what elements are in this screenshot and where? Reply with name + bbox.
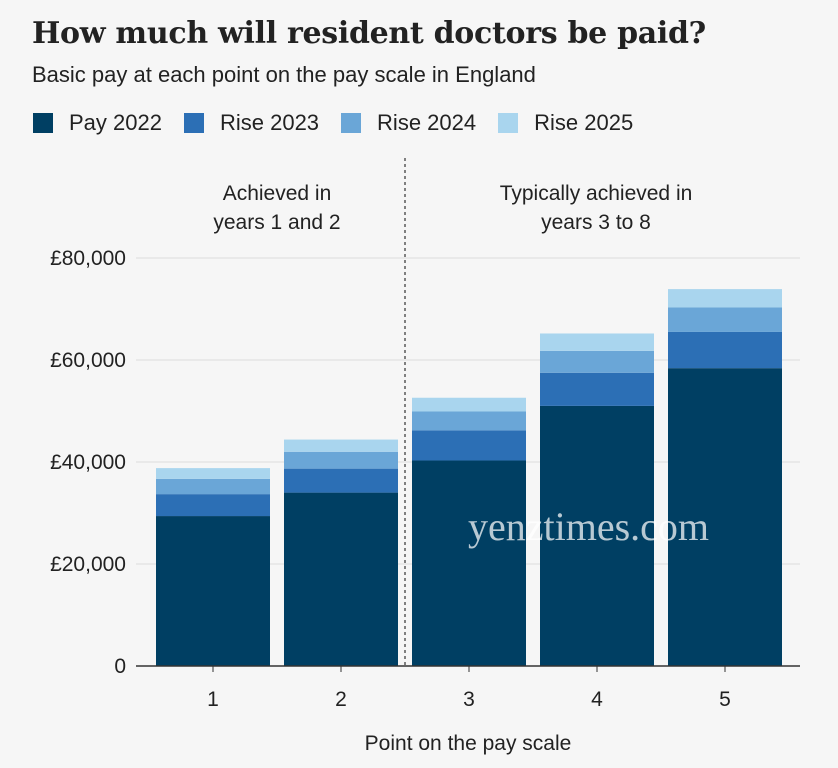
bar-pay-2022-point-2 xyxy=(284,492,398,666)
bar-rise-2024-point-2 xyxy=(284,451,398,469)
legend-swatch-rise-2024 xyxy=(341,113,362,133)
x-tick-label: 2 xyxy=(335,688,347,711)
legend-label-rise-2024: Rise 2024 xyxy=(377,110,477,135)
chart-subtitle: Basic pay at each point on the pay scale… xyxy=(32,62,536,87)
x-tick-label: 5 xyxy=(719,688,731,711)
bar-rise-2025-point-2 xyxy=(284,439,398,452)
y-tick-label: 0 xyxy=(114,655,126,678)
bar-rise-2023-point-3 xyxy=(412,430,526,461)
bar-rise-2024-point-3 xyxy=(412,411,526,431)
legend-item-rise-2023: Rise 2023 xyxy=(183,110,320,136)
bar-rise-2025-point-3 xyxy=(412,397,526,412)
y-tick-label: £20,000 xyxy=(50,553,126,576)
y-tick-label: £40,000 xyxy=(50,451,126,474)
bar-pay-2022-point-1 xyxy=(156,516,270,666)
annotation-2-line-1: Typically achieved in xyxy=(500,182,693,205)
annotation-1-line-2: years 1 and 2 xyxy=(213,211,340,234)
chart-title: How much will resident doctors be paid? xyxy=(32,16,706,51)
y-tick-label: £80,000 xyxy=(50,247,126,270)
bar-rise-2024-point-5 xyxy=(668,307,782,332)
legend-swatch-pay-2022 xyxy=(33,113,53,133)
legend-label-rise-2023: Rise 2023 xyxy=(219,110,320,135)
bar-rise-2023-point-2 xyxy=(284,468,398,493)
bar-rise-2025-point-1 xyxy=(156,468,270,479)
legend-label-rise-2025: Rise 2025 xyxy=(534,110,634,135)
legend-item-rise-2024: Rise 2024 xyxy=(341,110,476,136)
chart-legend: Pay 2022 Rise 2023 Rise 2024 Rise 2025 xyxy=(33,110,655,136)
x-tick-label: 3 xyxy=(463,688,475,711)
bar-rise-2024-point-1 xyxy=(156,478,270,495)
bar-pay-2022-point-3 xyxy=(412,460,526,666)
y-tick-label: £60,000 xyxy=(50,349,126,372)
bar-rise-2024-point-4 xyxy=(540,350,654,373)
legend-label-pay-2022: Pay 2022 xyxy=(69,110,162,135)
x-axis-title: Point on the pay scale xyxy=(365,732,572,755)
bar-rise-2023-point-1 xyxy=(156,494,270,517)
bar-rise-2025-point-4 xyxy=(540,333,654,351)
legend-swatch-rise-2023 xyxy=(183,113,204,133)
x-tick-label: 4 xyxy=(591,688,603,711)
annotation-1-line-1: Achieved in xyxy=(223,182,332,205)
bar-rise-2023-point-4 xyxy=(540,372,654,406)
bar-pay-2022-point-4 xyxy=(540,405,654,666)
annotation-2-line-2: years 3 to 8 xyxy=(541,211,651,234)
bar-rise-2025-point-5 xyxy=(668,289,782,308)
bar-rise-2023-point-5 xyxy=(668,331,782,369)
bar-pay-2022-point-5 xyxy=(668,368,782,666)
x-tick-label: 1 xyxy=(207,688,219,711)
legend-swatch-rise-2025 xyxy=(498,113,519,133)
legend-item-pay-2022: Pay 2022 xyxy=(33,110,162,136)
legend-item-rise-2025: Rise 2025 xyxy=(498,110,633,136)
